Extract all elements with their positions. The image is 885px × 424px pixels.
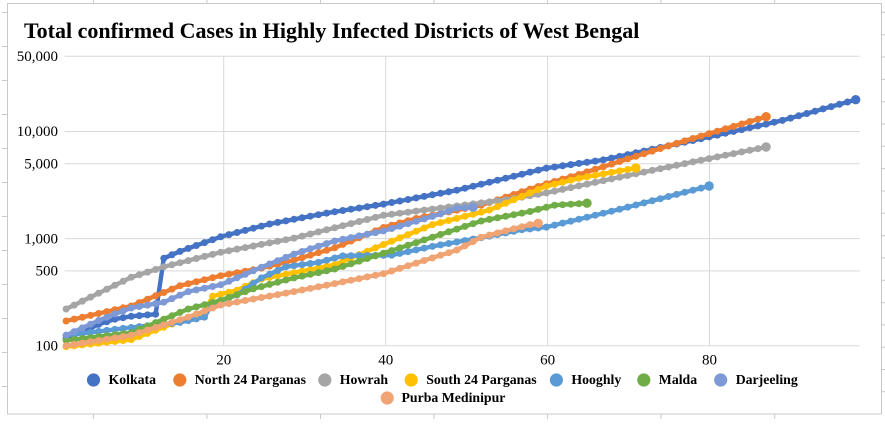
svg-text:Darjeeling: Darjeeling [736, 372, 798, 387]
svg-text:Howrah: Howrah [340, 372, 389, 387]
svg-text:Total confirmed Cases in Highl: Total confirmed Cases in Highly Infected… [24, 18, 639, 43]
svg-text:Malda: Malda [659, 372, 697, 387]
svg-text:Kolkata: Kolkata [109, 372, 157, 387]
svg-text:80: 80 [702, 353, 717, 369]
svg-text:100: 100 [36, 338, 59, 354]
svg-text:South 24 Parganas: South 24 Parganas [426, 372, 537, 387]
svg-text:Hooghly: Hooghly [571, 372, 621, 387]
svg-text:60: 60 [540, 353, 555, 369]
svg-text:500: 500 [36, 264, 59, 280]
svg-text:5,000: 5,000 [24, 156, 58, 172]
svg-text:1,000: 1,000 [24, 231, 58, 247]
svg-text:North 24 Parganas: North 24 Parganas [195, 372, 307, 387]
svg-text:Purba Medinipur: Purba Medinipur [402, 390, 506, 405]
svg-text:20: 20 [216, 353, 231, 369]
svg-text:40: 40 [378, 353, 393, 369]
svg-text:50,000: 50,000 [17, 49, 58, 65]
svg-text:10,000: 10,000 [17, 124, 58, 140]
